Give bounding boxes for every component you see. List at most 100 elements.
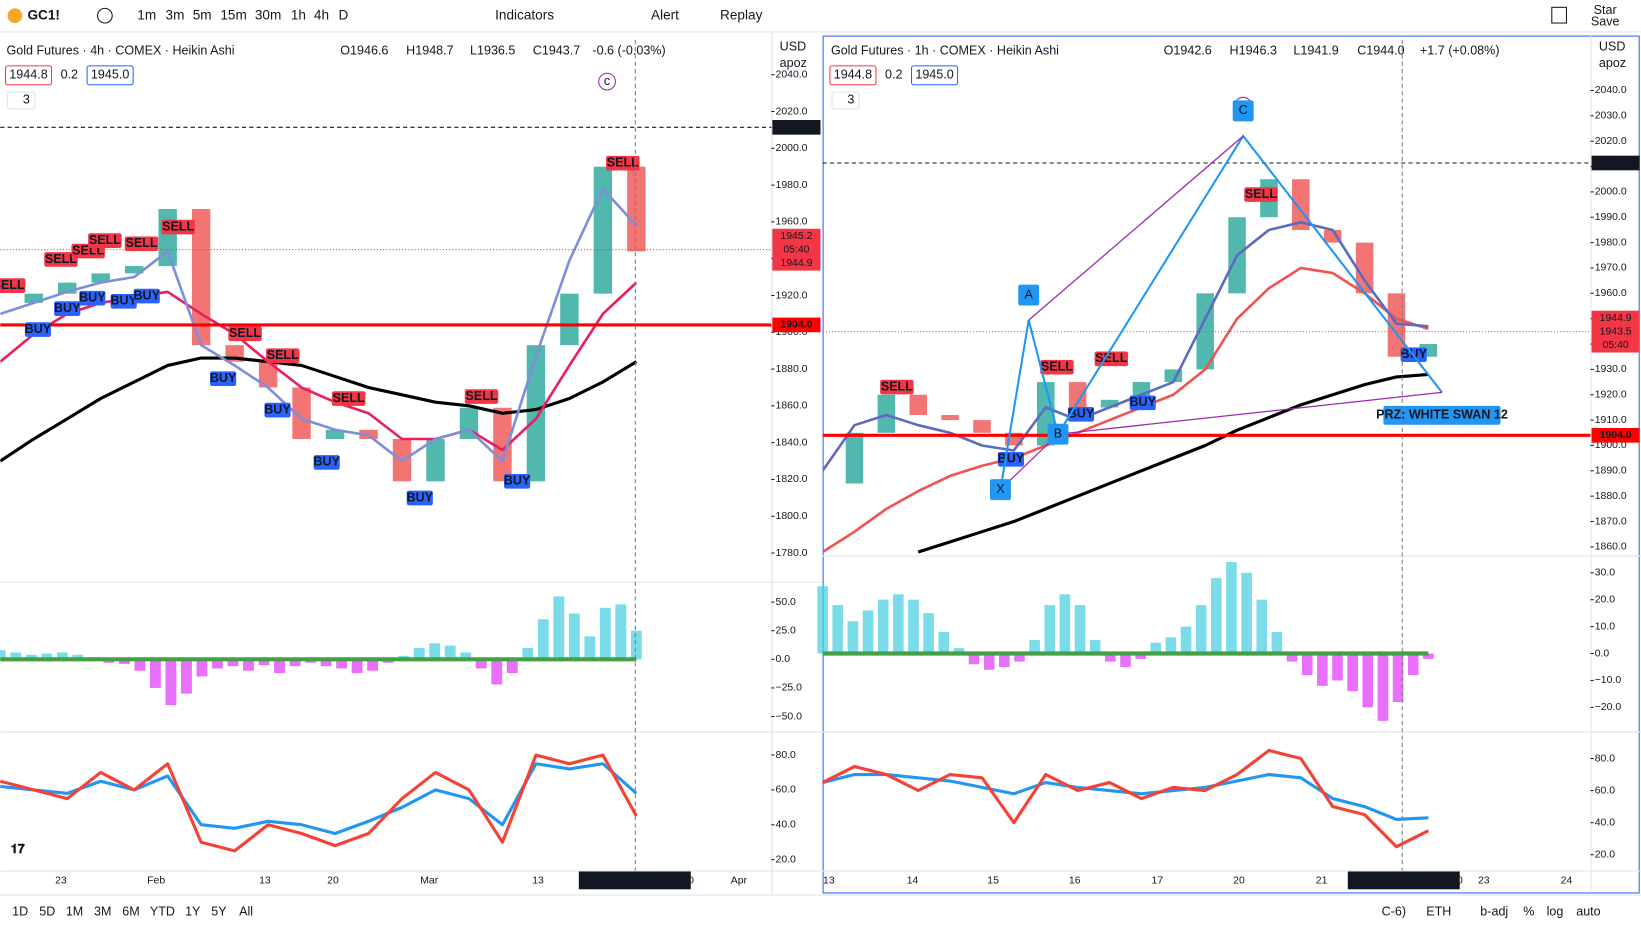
scale-option[interactable]: ETH [1426,905,1451,919]
signal-label: SELL [881,379,913,393]
signal-label: BUY [998,452,1025,466]
range-button[interactable]: 1D [12,905,28,919]
histogram-bar [181,659,192,694]
histogram-bar [1089,640,1101,654]
star-button[interactable]: Star [1594,3,1617,17]
scale-option[interactable]: auto [1576,905,1600,919]
y-tick-label: 60.0 [776,785,797,796]
signal-box [79,290,106,306]
interval-button[interactable]: 30m [255,7,281,22]
interval-button[interactable]: 5m [193,7,212,22]
histogram-bar [149,659,161,688]
range-button[interactable]: 1M [66,905,83,919]
prz-box [1383,405,1501,425]
candle [973,420,991,433]
y-tick-label: 1800.0 [776,511,808,522]
indicators-button[interactable]: Indicators [495,7,554,22]
signal-label: SELL [229,326,261,340]
interval-button[interactable]: 1h [291,7,306,22]
range-button[interactable]: 6M [122,905,139,919]
save-button[interactable]: Save [1591,14,1620,28]
signal-box [228,326,262,342]
y-tick-label: 1990.0 [1595,212,1627,223]
active-chart-border [822,35,1640,894]
y-tick-label: −25.0 [776,683,803,694]
last-price-label: 1944.9 [780,258,812,269]
signal-label: SELL [607,156,639,170]
alert-button[interactable]: Alert [651,7,679,22]
candle [1323,229,1342,243]
range-button[interactable]: YTD [150,905,175,919]
signal-box [464,389,499,404]
signal-label: BUY [504,474,531,488]
histogram-bar [336,659,348,669]
histogram-bar [1241,572,1252,654]
last-price-label: 1945.2 [780,231,812,242]
y-tick-label: 1780.0 [776,548,808,559]
y-tick-label: 2020.0 [776,106,808,117]
symbol[interactable]: GC1! [27,7,59,22]
scale-option[interactable]: log [1547,905,1564,919]
histogram-bar [444,645,456,660]
range-button[interactable]: 3M [94,905,111,919]
layout-icon[interactable] [1551,6,1567,24]
crosshair-time: 00:00 [668,876,694,887]
y-tick-label: 50.0 [776,597,797,608]
range-button[interactable]: 5D [39,905,55,919]
ohlc-value: -0.6 (-0.03%) [592,44,665,58]
signal-label: SELL [89,233,121,247]
interval-button[interactable]: D [339,7,349,22]
add-symbol[interactable] [97,7,113,24]
interval-button[interactable]: 15m [220,7,246,22]
studies-box[interactable] [7,91,36,110]
scale-option[interactable]: C-6) [1382,905,1406,919]
crosshair-date: Wed 22 Mar '23 [1353,876,1426,887]
ohlc-value: C1944.0 [1357,44,1404,58]
y-tick-label: 30.0 [1595,568,1616,579]
bid: 1944.8 [9,68,47,82]
y-tick-label: 2040.0 [776,69,808,80]
interval-button[interactable]: 3m [166,7,185,22]
y-tick-label: 1860.0 [1595,542,1627,553]
scale-option[interactable]: % [1523,905,1534,919]
scale-mode: apoz [780,56,807,70]
candle [124,266,144,274]
candle [426,438,445,482]
histogram-bar [118,659,130,664]
y-tick-label: 1890.0 [1595,466,1627,477]
signal-label: SELL [465,389,497,403]
y-tick-label: 1880.0 [1595,491,1627,502]
pattern-point-label: C [1239,103,1248,117]
range-button[interactable]: 1Y [185,905,201,919]
histogram-bar [1301,653,1313,676]
studies-box[interactable] [831,91,860,110]
bid-box [4,65,53,86]
price-tag [772,317,821,333]
range-button[interactable]: All [239,905,253,919]
range-button[interactable]: 5Y [211,905,227,919]
y-tick-label: 60.0 [1595,785,1616,796]
bid-box [829,65,877,86]
crosshair-date: Wed 22 Mar '23 [584,876,657,887]
histogram-bar [25,654,37,660]
moving-average [823,221,1429,472]
histogram-bar [1029,640,1040,654]
replay-button[interactable]: Replay [720,7,763,22]
signal-box [264,402,291,418]
interval-button[interactable]: 4h [314,7,329,22]
candle [91,273,110,283]
histogram-bar [413,647,425,660]
x-tick-label: 16 [1069,876,1081,887]
last-price-tag [772,228,821,271]
signal-box [331,391,366,406]
signal-label: SELL [162,219,194,233]
pattern-point-box [1047,423,1069,445]
signal-label: SELL [0,278,25,292]
y-tick-label: 1930.0 [1595,364,1627,375]
scale-option[interactable]: b-adj [1480,905,1508,919]
signal-box [88,233,122,248]
histogram-bar [475,659,487,669]
interval-button[interactable]: 1m [137,7,156,22]
